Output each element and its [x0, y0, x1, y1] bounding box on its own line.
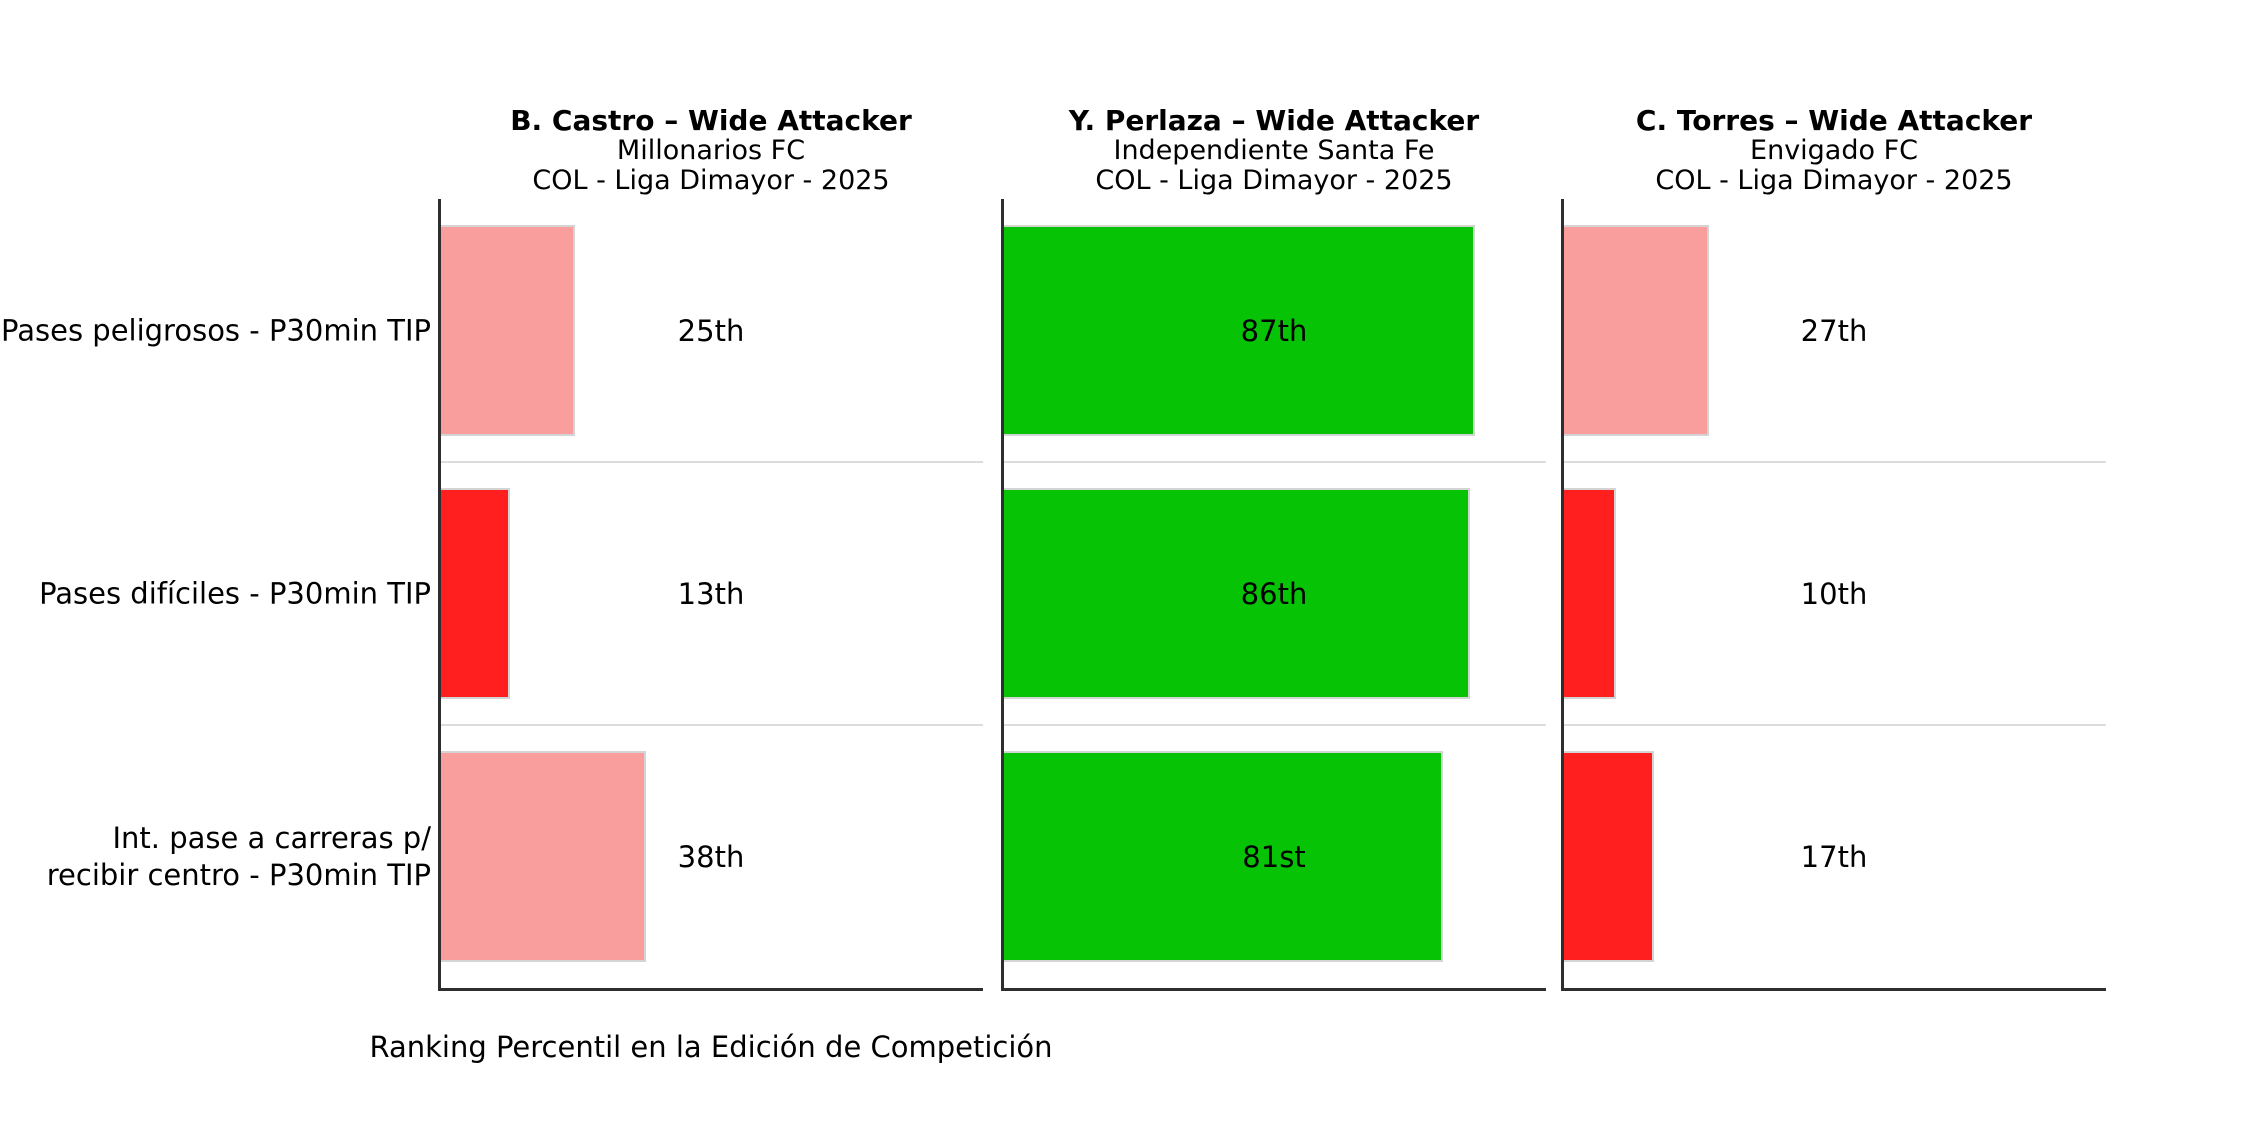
percentile-bar	[439, 488, 510, 699]
percentile-value-label: 86th	[1240, 576, 1308, 611]
x-axis-title: Ranking Percentil en la Edición de Compe…	[369, 1030, 1053, 1064]
percentile-value-label: 13th	[677, 576, 745, 611]
percentile-bar	[1002, 488, 1470, 699]
metric-label-line: Pases difíciles - P30min TIP	[39, 576, 431, 610]
x-axis-line	[439, 988, 983, 991]
player-title-league: COL - Liga Dimayor - 2025	[1095, 165, 1453, 196]
x-axis-line	[1562, 988, 2106, 991]
metric-label: Int. pase a carreras p/recibir centro - …	[0, 820, 431, 894]
row-separator	[439, 724, 983, 726]
row-separator	[1562, 461, 2106, 463]
player-title-club: Independiente Santa Fe	[1113, 135, 1435, 166]
metric-label-line: Int. pase a carreras p/	[112, 820, 431, 855]
row-separator	[1002, 461, 1546, 463]
percentile-bar	[1562, 751, 1655, 962]
metric-label-line: recibir centro - P30min TIP	[46, 857, 431, 892]
percentile-value-label: 27th	[1800, 313, 1868, 348]
percentile-bar	[439, 751, 646, 962]
player-title-club: Millonarios FC	[616, 135, 806, 166]
player-title-club: Envigado FC	[1750, 135, 1918, 166]
metric-label-line: Pases peligrosos - P30min TIP	[1, 313, 431, 347]
percentile-value-label: 38th	[677, 839, 745, 874]
metric-label: Pases peligrosos - P30min TIP	[0, 312, 431, 349]
player-title-title: B. Castro – Wide Attacker	[510, 104, 912, 137]
percentile-bar	[1002, 751, 1443, 962]
player-title-league: COL - Liga Dimayor - 2025	[532, 165, 890, 196]
percentile-bar	[1002, 225, 1476, 436]
row-separator	[439, 461, 983, 463]
y-axis-spine	[1001, 199, 1004, 991]
player-title: B. Castro – Wide Attacker Millonarios FC C…	[439, 106, 983, 196]
player-title-league: COL - Liga Dimayor - 2025	[1655, 165, 2013, 196]
percentile-value-label: 81st	[1242, 839, 1306, 874]
percentile-bar	[1562, 488, 1617, 699]
x-axis-line	[1002, 988, 1546, 991]
row-separator	[1562, 724, 2106, 726]
y-axis-spine	[1561, 199, 1564, 991]
percentile-value-label: 10th	[1800, 576, 1868, 611]
percentile-value-label: 87th	[1240, 313, 1308, 348]
player-title-title: Y. Perlaza – Wide Attacker	[1068, 104, 1480, 137]
player-title: C. Torres – Wide Attacker Envigado FC COL …	[1562, 106, 2106, 196]
percentile-bar	[439, 225, 575, 436]
percentile-value-label: 17th	[1800, 839, 1868, 874]
metric-label: Pases difíciles - P30min TIP	[0, 575, 431, 612]
player-title-title: C. Torres – Wide Attacker	[1635, 104, 2033, 137]
row-separator	[1002, 724, 1546, 726]
percentile-bar	[1562, 225, 1709, 436]
y-axis-spine	[438, 199, 441, 991]
percentile-value-label: 25th	[677, 313, 745, 348]
player-title: Y. Perlaza – Wide Attacker Independiente …	[1002, 106, 1546, 196]
